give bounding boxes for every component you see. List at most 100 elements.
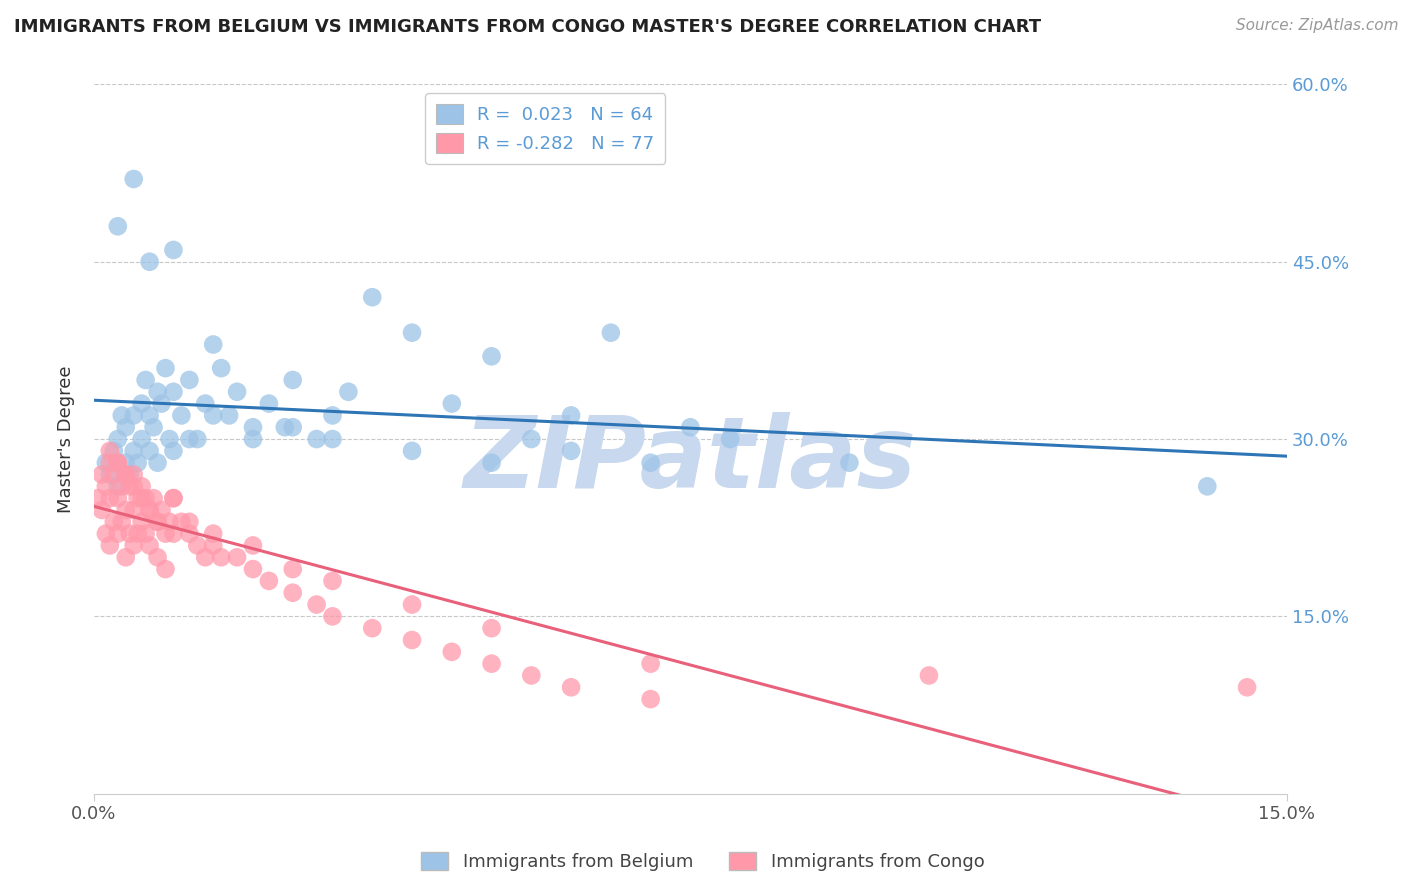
Point (114, 467, 136, 482)
Point (122, 503, 145, 517)
Text: ZIPatlas: ZIPatlas (464, 412, 917, 508)
Point (242, 562, 264, 576)
Point (640, 657, 662, 671)
Point (150, 396, 173, 410)
Point (281, 373, 304, 387)
Point (159, 432, 181, 446)
Point (122, 443, 145, 458)
Point (281, 420, 304, 434)
Point (122, 479, 145, 493)
Point (146, 515, 169, 529)
Point (146, 456, 169, 470)
Point (103, 515, 125, 529)
Point (118, 467, 141, 482)
Point (679, 420, 702, 434)
Y-axis label: Master's Degree: Master's Degree (58, 366, 75, 513)
Point (401, 598, 423, 612)
Point (838, 456, 860, 470)
Point (138, 443, 160, 458)
Point (103, 443, 125, 458)
Point (87, 491, 110, 505)
Point (138, 254, 160, 268)
Point (162, 243, 184, 257)
Point (122, 538, 145, 552)
Point (94, 479, 117, 493)
Point (194, 396, 217, 410)
Point (560, 409, 582, 423)
Point (138, 409, 160, 423)
Point (186, 432, 208, 446)
Point (150, 503, 173, 517)
Point (135, 373, 157, 387)
Point (440, 645, 463, 659)
Point (170, 409, 193, 423)
Point (1236, 681, 1258, 695)
Point (122, 172, 145, 186)
Point (242, 420, 264, 434)
Point (90, 503, 112, 517)
Legend: R =  0.023   N = 64, R = -0.282   N = 77: R = 0.023 N = 64, R = -0.282 N = 77 (425, 94, 665, 164)
Point (114, 456, 136, 470)
Point (135, 526, 157, 541)
Point (131, 432, 153, 446)
Point (155, 526, 177, 541)
Point (257, 574, 280, 588)
Point (94, 526, 117, 541)
Point (162, 443, 184, 458)
Point (122, 409, 145, 423)
Point (481, 621, 503, 635)
Point (127, 456, 149, 470)
Point (599, 326, 621, 340)
Point (138, 503, 160, 517)
Point (401, 326, 423, 340)
Point (162, 384, 184, 399)
Point (305, 598, 328, 612)
Point (98, 467, 121, 482)
Point (281, 562, 304, 576)
Point (321, 409, 343, 423)
Point (118, 526, 141, 541)
Point (281, 585, 304, 599)
Point (107, 456, 129, 470)
Point (361, 621, 384, 635)
Point (159, 515, 181, 529)
Point (640, 692, 662, 706)
Point (118, 479, 141, 493)
Point (98, 491, 121, 505)
Point (1197, 479, 1219, 493)
Point (107, 479, 129, 493)
Point (107, 432, 129, 446)
Point (194, 550, 217, 565)
Point (111, 515, 134, 529)
Point (114, 550, 136, 565)
Text: IMMIGRANTS FROM BELGIUM VS IMMIGRANTS FROM CONGO MASTER'S DEGREE CORRELATION CHA: IMMIGRANTS FROM BELGIUM VS IMMIGRANTS FR… (14, 18, 1042, 36)
Point (127, 491, 149, 505)
Point (103, 467, 125, 482)
Point (114, 467, 136, 482)
Point (209, 550, 232, 565)
Point (142, 420, 165, 434)
Point (90, 467, 112, 482)
Point (111, 409, 134, 423)
Point (242, 432, 264, 446)
Point (401, 443, 423, 458)
Point (138, 503, 160, 517)
Point (242, 538, 264, 552)
Point (179, 432, 201, 446)
Point (98, 456, 121, 470)
Point (257, 396, 280, 410)
Point (179, 515, 201, 529)
Point (111, 479, 134, 493)
Point (162, 491, 184, 505)
Point (114, 420, 136, 434)
Point (520, 432, 543, 446)
Point (481, 456, 503, 470)
Point (321, 574, 343, 588)
Point (146, 515, 169, 529)
Point (162, 491, 184, 505)
Point (179, 526, 201, 541)
Point (718, 432, 741, 446)
Point (98, 538, 121, 552)
Point (107, 526, 129, 541)
Point (122, 467, 145, 482)
